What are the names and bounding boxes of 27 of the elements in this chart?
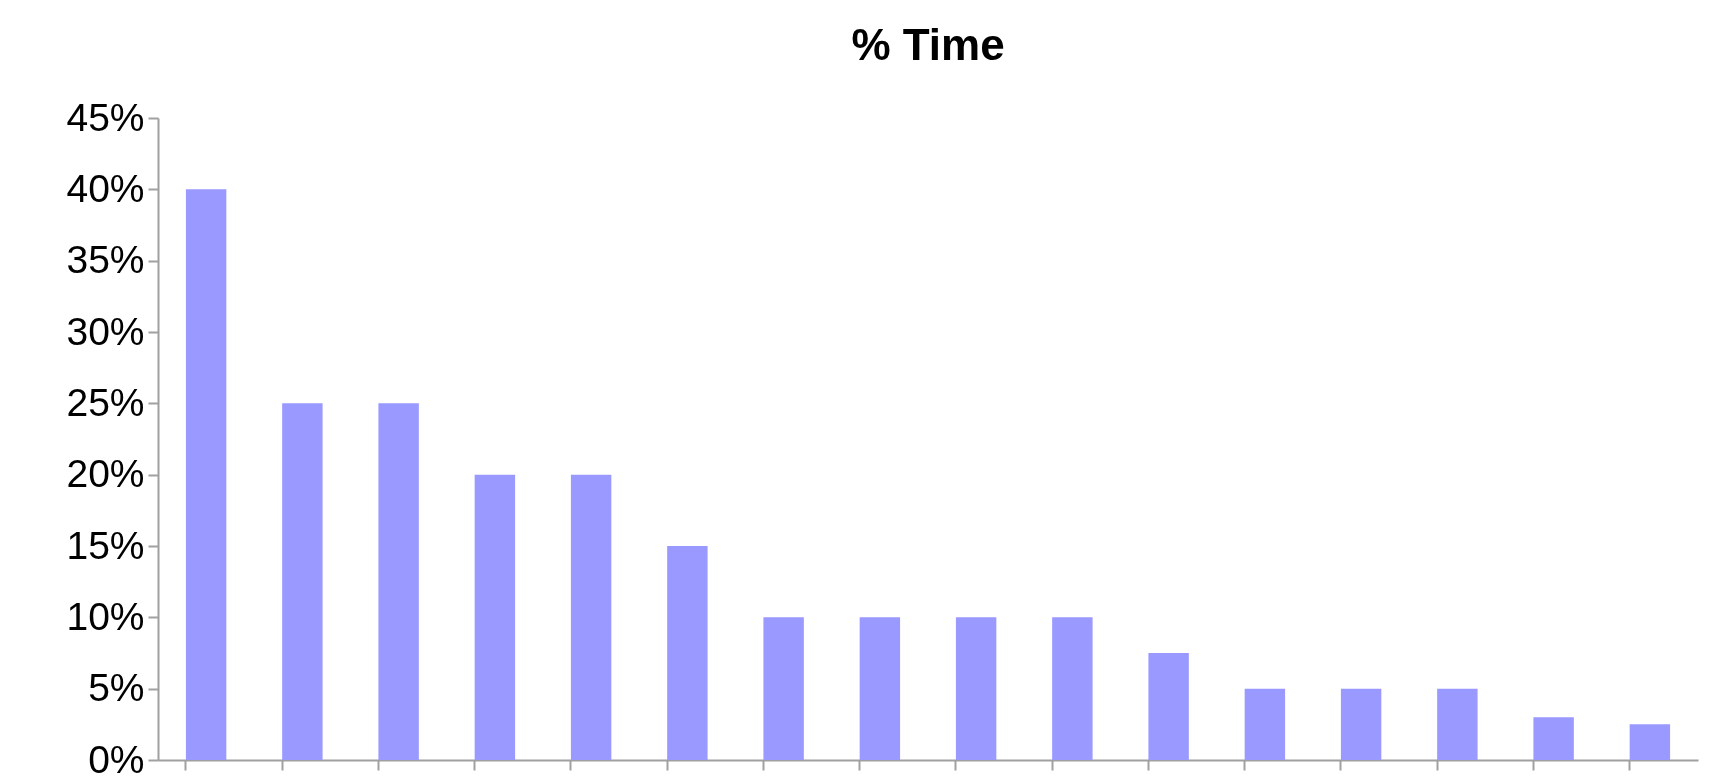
bar bbox=[1052, 617, 1093, 760]
y-tick-label: 25% bbox=[66, 380, 145, 424]
bar bbox=[1533, 717, 1574, 760]
y-tick-label: 0% bbox=[88, 737, 145, 779]
bar bbox=[1340, 688, 1382, 760]
bar bbox=[763, 617, 804, 760]
bar bbox=[282, 403, 323, 760]
y-tick-label: 10% bbox=[66, 594, 145, 638]
y-tick-label: 5% bbox=[88, 666, 145, 710]
y-tick-label: 30% bbox=[66, 309, 145, 353]
chart-title: % Time bbox=[851, 20, 1005, 69]
bar bbox=[378, 403, 419, 760]
bar bbox=[667, 546, 708, 760]
bar bbox=[1629, 724, 1671, 760]
bar bbox=[570, 474, 612, 760]
bar bbox=[185, 189, 227, 760]
bar bbox=[1437, 688, 1478, 760]
bar bbox=[955, 617, 997, 760]
bar bbox=[474, 474, 516, 760]
y-tick-label: 15% bbox=[66, 523, 145, 567]
bar bbox=[1244, 688, 1286, 760]
y-tick-label: 40% bbox=[66, 166, 145, 210]
y-tick-label: 20% bbox=[66, 452, 145, 496]
y-tick-label: 35% bbox=[66, 238, 145, 282]
y-tick-label: 45% bbox=[66, 95, 145, 139]
bar bbox=[1148, 653, 1189, 760]
bar bbox=[859, 617, 901, 760]
